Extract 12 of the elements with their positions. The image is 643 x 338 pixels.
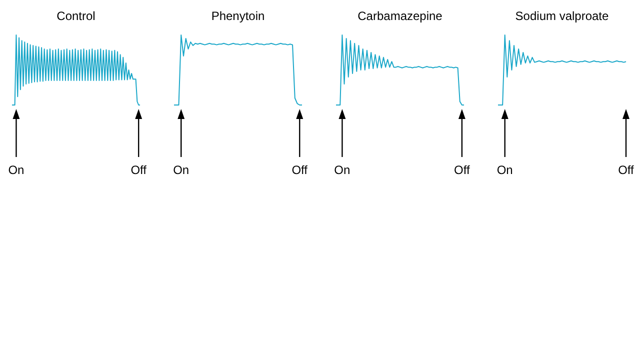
text: On: [173, 163, 190, 177]
text: On: [496, 163, 513, 177]
text: Off: [454, 163, 470, 177]
text: Off: [618, 163, 635, 177]
chart-title: Phenytoin: [211, 9, 265, 23]
chart-title: Control: [56, 9, 96, 23]
text: On: [334, 163, 350, 177]
chart-title: Sodium valproate: [515, 9, 610, 23]
text: Off: [130, 163, 148, 177]
text: Off: [292, 163, 308, 177]
text: On: [8, 163, 24, 177]
chart-title: Carbamazepine: [358, 9, 443, 23]
